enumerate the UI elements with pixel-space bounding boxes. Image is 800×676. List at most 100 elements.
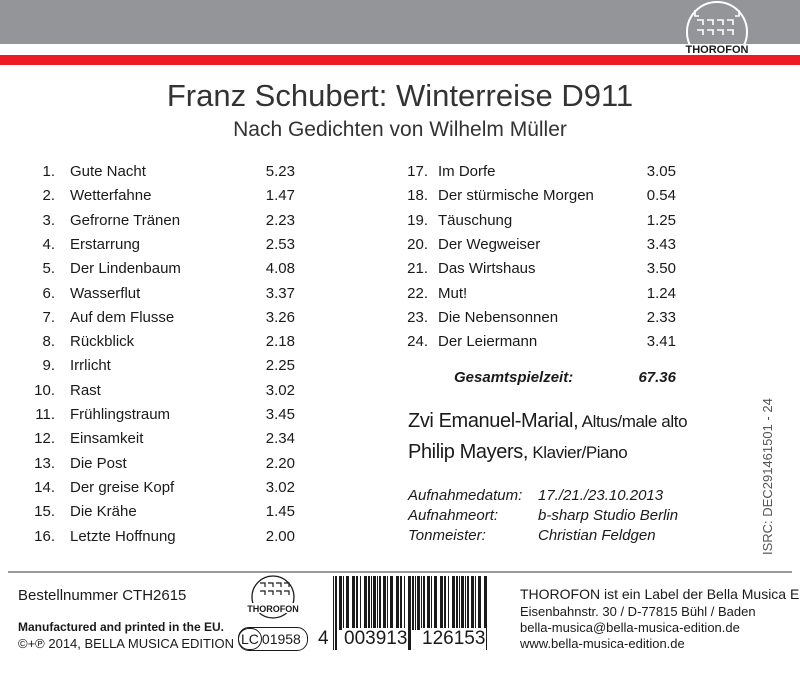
track-title: Das Wirtshaus — [438, 260, 536, 278]
label-code-badge: LC 01958 — [238, 627, 308, 651]
barcode-bar — [360, 576, 361, 630]
track-title: Der Leiermann — [438, 333, 538, 351]
label-address: Eisenbahnstr. 30 / D-77815 Bühl / Baden — [520, 604, 756, 619]
track-title: Die Post — [70, 454, 127, 472]
track-time: 3.02 — [265, 478, 295, 496]
isrc-code: ISRC: DEC291461501 - 24 — [760, 398, 775, 555]
track-title: Erstarrung — [70, 235, 141, 253]
track-title: Letzte Hoffnung — [70, 527, 176, 545]
header-gray-band — [0, 0, 800, 44]
performer-role: Altus/male alto — [581, 412, 688, 431]
copyright-note: ©+℗ 2014, BELLA MUSICA EDITION — [18, 636, 235, 651]
track-number: 22. — [407, 284, 428, 302]
track-time: 1.45 — [265, 503, 295, 521]
barcode-bar — [461, 576, 464, 630]
lc-code: 01958 — [261, 631, 301, 647]
order-number: Bestellnummer CTH2615 — [18, 587, 187, 604]
track-title: Irrlicht — [70, 357, 111, 375]
label-website[interactable]: www.bella-musica-edition.de — [520, 636, 685, 651]
barcode-digits-left: 003913 — [343, 628, 409, 650]
track-number: 7. — [42, 308, 55, 326]
barcode-bar — [364, 576, 367, 630]
barcode-bar — [379, 576, 381, 630]
track-number: 24. — [407, 333, 428, 351]
track-title: Täuschung — [438, 211, 513, 229]
barcode-bar — [456, 576, 458, 630]
manufactured-note: Manufactured and printed in the EU. — [18, 620, 225, 634]
track-time: 4.08 — [265, 260, 295, 278]
barcode-bar — [339, 576, 342, 630]
barcode-bar — [387, 576, 388, 630]
track-title: Mut! — [438, 284, 468, 302]
track-number: 6. — [42, 284, 55, 302]
engineer-label: Tonmeister: — [408, 527, 486, 544]
barcode-bar — [459, 576, 460, 630]
barcode-bar — [427, 576, 430, 630]
track-title: Einsamkeit — [70, 430, 144, 448]
track-time: 1.25 — [646, 211, 676, 229]
track-title: Wasserflut — [70, 284, 141, 302]
track-time: 2.20 — [265, 454, 295, 472]
track-number: 4. — [42, 235, 55, 253]
barcode-bar — [475, 576, 476, 630]
track-title: Auf dem Flusse — [70, 308, 175, 326]
track-number: 12. — [34, 430, 55, 448]
barcode-bar — [390, 576, 393, 630]
track-number: 17. — [407, 163, 428, 180]
barcode-bar — [467, 576, 469, 630]
engineer-value: Christian Feldgen — [538, 527, 656, 544]
barcode-bar — [417, 576, 420, 630]
track-number: 20. — [407, 235, 428, 253]
svg-text:THOROFON: THOROFON — [686, 44, 749, 56]
barcode-bar — [356, 576, 358, 630]
barcode-bar — [448, 576, 449, 630]
label-email[interactable]: bella-musica@bella-musica-edition.de — [520, 620, 740, 635]
track-time: 2.33 — [646, 308, 676, 326]
track-time: 5.23 — [265, 163, 295, 180]
track-time: 2.34 — [265, 430, 295, 448]
barcode-bar — [452, 576, 455, 630]
track-number: 15. — [34, 503, 55, 521]
track-time: 3.43 — [646, 235, 676, 253]
barcode-bar — [333, 576, 334, 650]
track-time: 1.47 — [265, 187, 295, 205]
track-number: 1. — [42, 163, 55, 180]
barcode-bar — [478, 576, 481, 630]
track-title: Die Nebensonnen — [438, 308, 559, 326]
track-number: 10. — [34, 381, 55, 399]
track-number: 5. — [42, 260, 55, 278]
track-time: 2.53 — [265, 235, 295, 253]
track-time: 2.25 — [265, 357, 295, 375]
track-number: 9. — [42, 357, 55, 375]
track-number: 3. — [42, 211, 55, 229]
track-number: 11. — [35, 406, 55, 423]
barcode — [333, 576, 487, 650]
track-number: 14. — [34, 478, 55, 496]
track-time: 2.23 — [265, 211, 295, 229]
performer-pianist: Philip Mayers, Klavier/Piano — [408, 441, 628, 464]
track-title: Die Krähe — [70, 503, 137, 521]
barcode-bar — [412, 576, 414, 630]
performer-name: Philip Mayers, — [408, 441, 528, 463]
barcode-bar — [434, 576, 437, 630]
barcode-bar — [421, 576, 422, 630]
track-number: 8. — [42, 333, 55, 351]
barcode-bar — [471, 576, 474, 630]
barcode-bar — [396, 576, 399, 630]
track-number: 18. — [407, 187, 428, 205]
barcode-bar — [335, 576, 337, 650]
barcode-bar — [465, 576, 466, 630]
track-title: Gute Nacht — [70, 163, 146, 180]
recording-date-label: Aufnahmedatum: — [408, 487, 523, 504]
track-title: Gefrorne Tränen — [70, 211, 181, 229]
track-time: 0.54 — [646, 187, 676, 205]
track-title: Der Wegweiser — [438, 235, 541, 253]
barcode-bar — [383, 576, 386, 630]
track-title: Rückblick — [70, 333, 135, 351]
performer-role: Klavier/Piano — [532, 443, 628, 462]
header-red-band — [0, 55, 800, 65]
barcode-bar — [444, 576, 446, 630]
track-title: Der Lindenbaum — [70, 260, 181, 278]
label-info-line: THOROFON ist ein Label der Bella Musica … — [520, 586, 800, 602]
track-title: Der greise Kopf — [70, 478, 175, 496]
